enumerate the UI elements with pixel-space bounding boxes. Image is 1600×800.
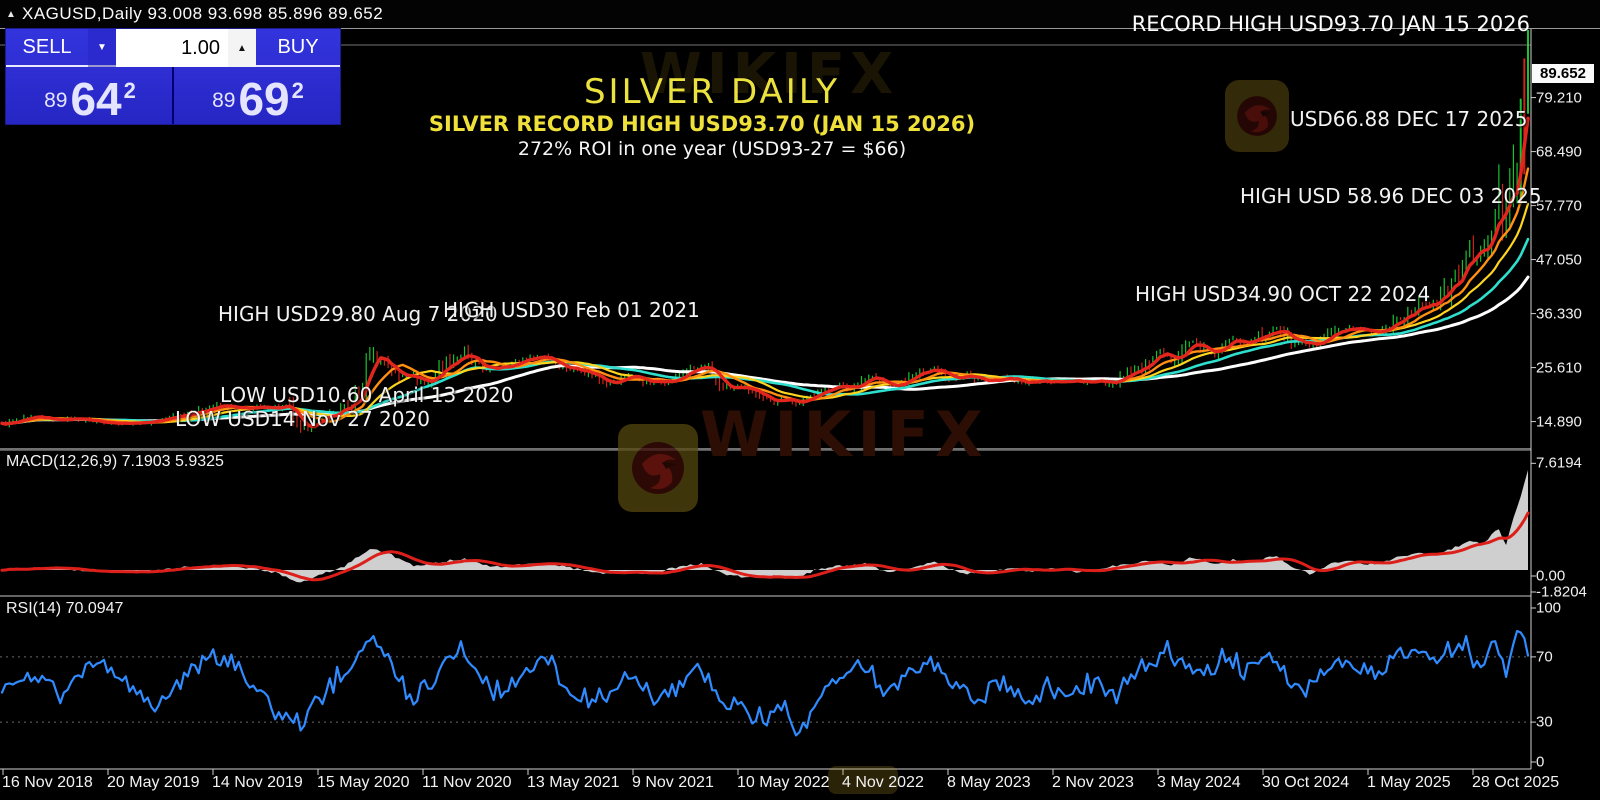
record-high-note: RECORD HIGH USD93.70 JAN 15 2026: [1131, 12, 1530, 36]
buy-price-bigfigure: 89: [212, 89, 236, 112]
eagle-icon: [1237, 96, 1277, 136]
price-divider: [172, 67, 174, 124]
price-annotation: HIGH USD34.90 OCT 22 2024: [1135, 282, 1431, 306]
price-axis-label: 25.610: [1536, 359, 1582, 377]
date-axis-label: 20 May 2019: [107, 774, 200, 791]
date-axis-label: 16 Nov 2018: [2, 774, 93, 791]
date-axis-label: 1 May 2025: [1367, 774, 1451, 791]
chart-headline-subtitle: SILVER RECORD HIGH USD93.70 (JAN 15 2026…: [428, 112, 976, 136]
chart-title-bar: ▲ XAGUSD,Daily 93.008 93.698 85.896 89.6…: [0, 0, 1600, 29]
rsi-axis-label: 30: [1536, 713, 1553, 731]
date-axis-label: 14 Nov 2019: [212, 774, 303, 791]
wikifx-watermark-text: WIKIFX: [700, 398, 989, 471]
macd-axis-label: 7.6194: [1536, 454, 1582, 472]
price-axis-label: 14.890: [1536, 413, 1582, 431]
sell-price-bigfigure: 89: [44, 89, 68, 112]
date-axis-label: 10 May 2022: [737, 774, 830, 791]
buy-price-pips: 69: [238, 72, 290, 125]
price-axis-label: 79.210: [1536, 89, 1582, 107]
current-price-tag: 89.652: [1532, 64, 1594, 83]
chevron-down-icon: ▼: [97, 41, 107, 53]
price-axis-label: 57.770: [1536, 197, 1582, 215]
chart-headline-roi: 272% ROI in one year (USD93-27 = $66): [517, 138, 907, 160]
watermark-blob: [828, 766, 898, 794]
rsi-axis-label: 100: [1536, 599, 1562, 617]
date-axis-label: 11 Nov 2020: [422, 774, 512, 791]
collapse-panel-arrow-icon[interactable]: ▲: [6, 8, 16, 20]
wikifx-eagle-logo: [618, 424, 698, 512]
macd-indicator-label: MACD(12,26,9) 7.1903 5.9325: [6, 453, 224, 470]
chart-headline-title: SILVER DAILY: [583, 72, 841, 112]
time-axis[interactable]: 16 Nov 2018 20 May 2019 14 Nov 2019 15 May …: [0, 769, 1559, 800]
buy-button[interactable]: BUY: [256, 29, 340, 67]
sell-button[interactable]: SELL: [6, 29, 88, 67]
buy-price-fraction: 2: [291, 78, 304, 103]
volume-decrease-button[interactable]: ▼: [88, 29, 116, 67]
price-annotation: USD66.88 DEC 17 2025: [1290, 107, 1528, 131]
sell-price-display[interactable]: 89 64 2: [6, 67, 172, 124]
rsi-axis-label: 70: [1536, 648, 1553, 666]
macd-axis-label: 0.00: [1536, 567, 1566, 585]
price-axis-label: 47.050: [1536, 251, 1582, 269]
price-axis-label: 36.330: [1536, 305, 1582, 323]
price-annotation: LOW USD10.60 April 13 2020: [220, 383, 514, 407]
date-axis-label: 9 Nov 2021: [632, 774, 714, 791]
date-axis-label: 4 Nov 2022: [842, 774, 924, 791]
chevron-up-icon: ▲: [237, 42, 247, 54]
one-click-trading-panel: SELL ▼ ▲ BUY 89 64 2 89 69 2: [6, 29, 340, 124]
price-annotation: HIGH USD 58.96 DEC 03 2025: [1240, 184, 1542, 208]
date-axis-label: 30 Oct 2024: [1262, 774, 1350, 791]
date-axis-label: 13 May 2021: [527, 774, 620, 791]
price-annotation: HIGH USD30 Feb 01 2021: [443, 298, 700, 322]
wikifx-watermark-text-faint: WIKIFX: [640, 42, 899, 107]
symbol-ohlc-title: XAGUSD,Daily 93.008 93.698 85.896 89.652: [22, 4, 384, 23]
sell-price-fraction: 2: [123, 78, 136, 103]
volume-input[interactable]: [116, 29, 228, 67]
eagle-icon: [632, 442, 684, 494]
price-annotation: LOW USD14 Nov 27 2020: [175, 407, 430, 431]
date-axis-label: 15 May 2020: [317, 774, 410, 791]
buy-price-display[interactable]: 89 69 2: [174, 67, 340, 124]
price-axis-label: 68.490: [1536, 143, 1582, 161]
date-axis-label: 2 Nov 2023: [1052, 774, 1134, 791]
macd-axis-label: -1.8204: [1536, 583, 1587, 601]
rsi-axis-label: 0: [1536, 753, 1545, 771]
price-annotation: HIGH USD29.80 Aug 7 2020: [218, 302, 498, 326]
volume-increase-button[interactable]: ▲: [228, 29, 256, 67]
date-axis-label: 28 Oct 2025: [1472, 774, 1560, 791]
rsi-indicator-label: RSI(14) 70.0947: [6, 600, 124, 617]
date-axis-label: 8 May 2023: [947, 774, 1031, 791]
date-axis-label: 3 May 2024: [1157, 774, 1241, 791]
sell-price-pips: 64: [70, 72, 122, 125]
price-axis[interactable]: 89.652 79.210 68.490 57.770 47.050 36.330 25.…: [1531, 28, 1600, 771]
wikifx-eagle-logo-small: [1225, 80, 1289, 152]
